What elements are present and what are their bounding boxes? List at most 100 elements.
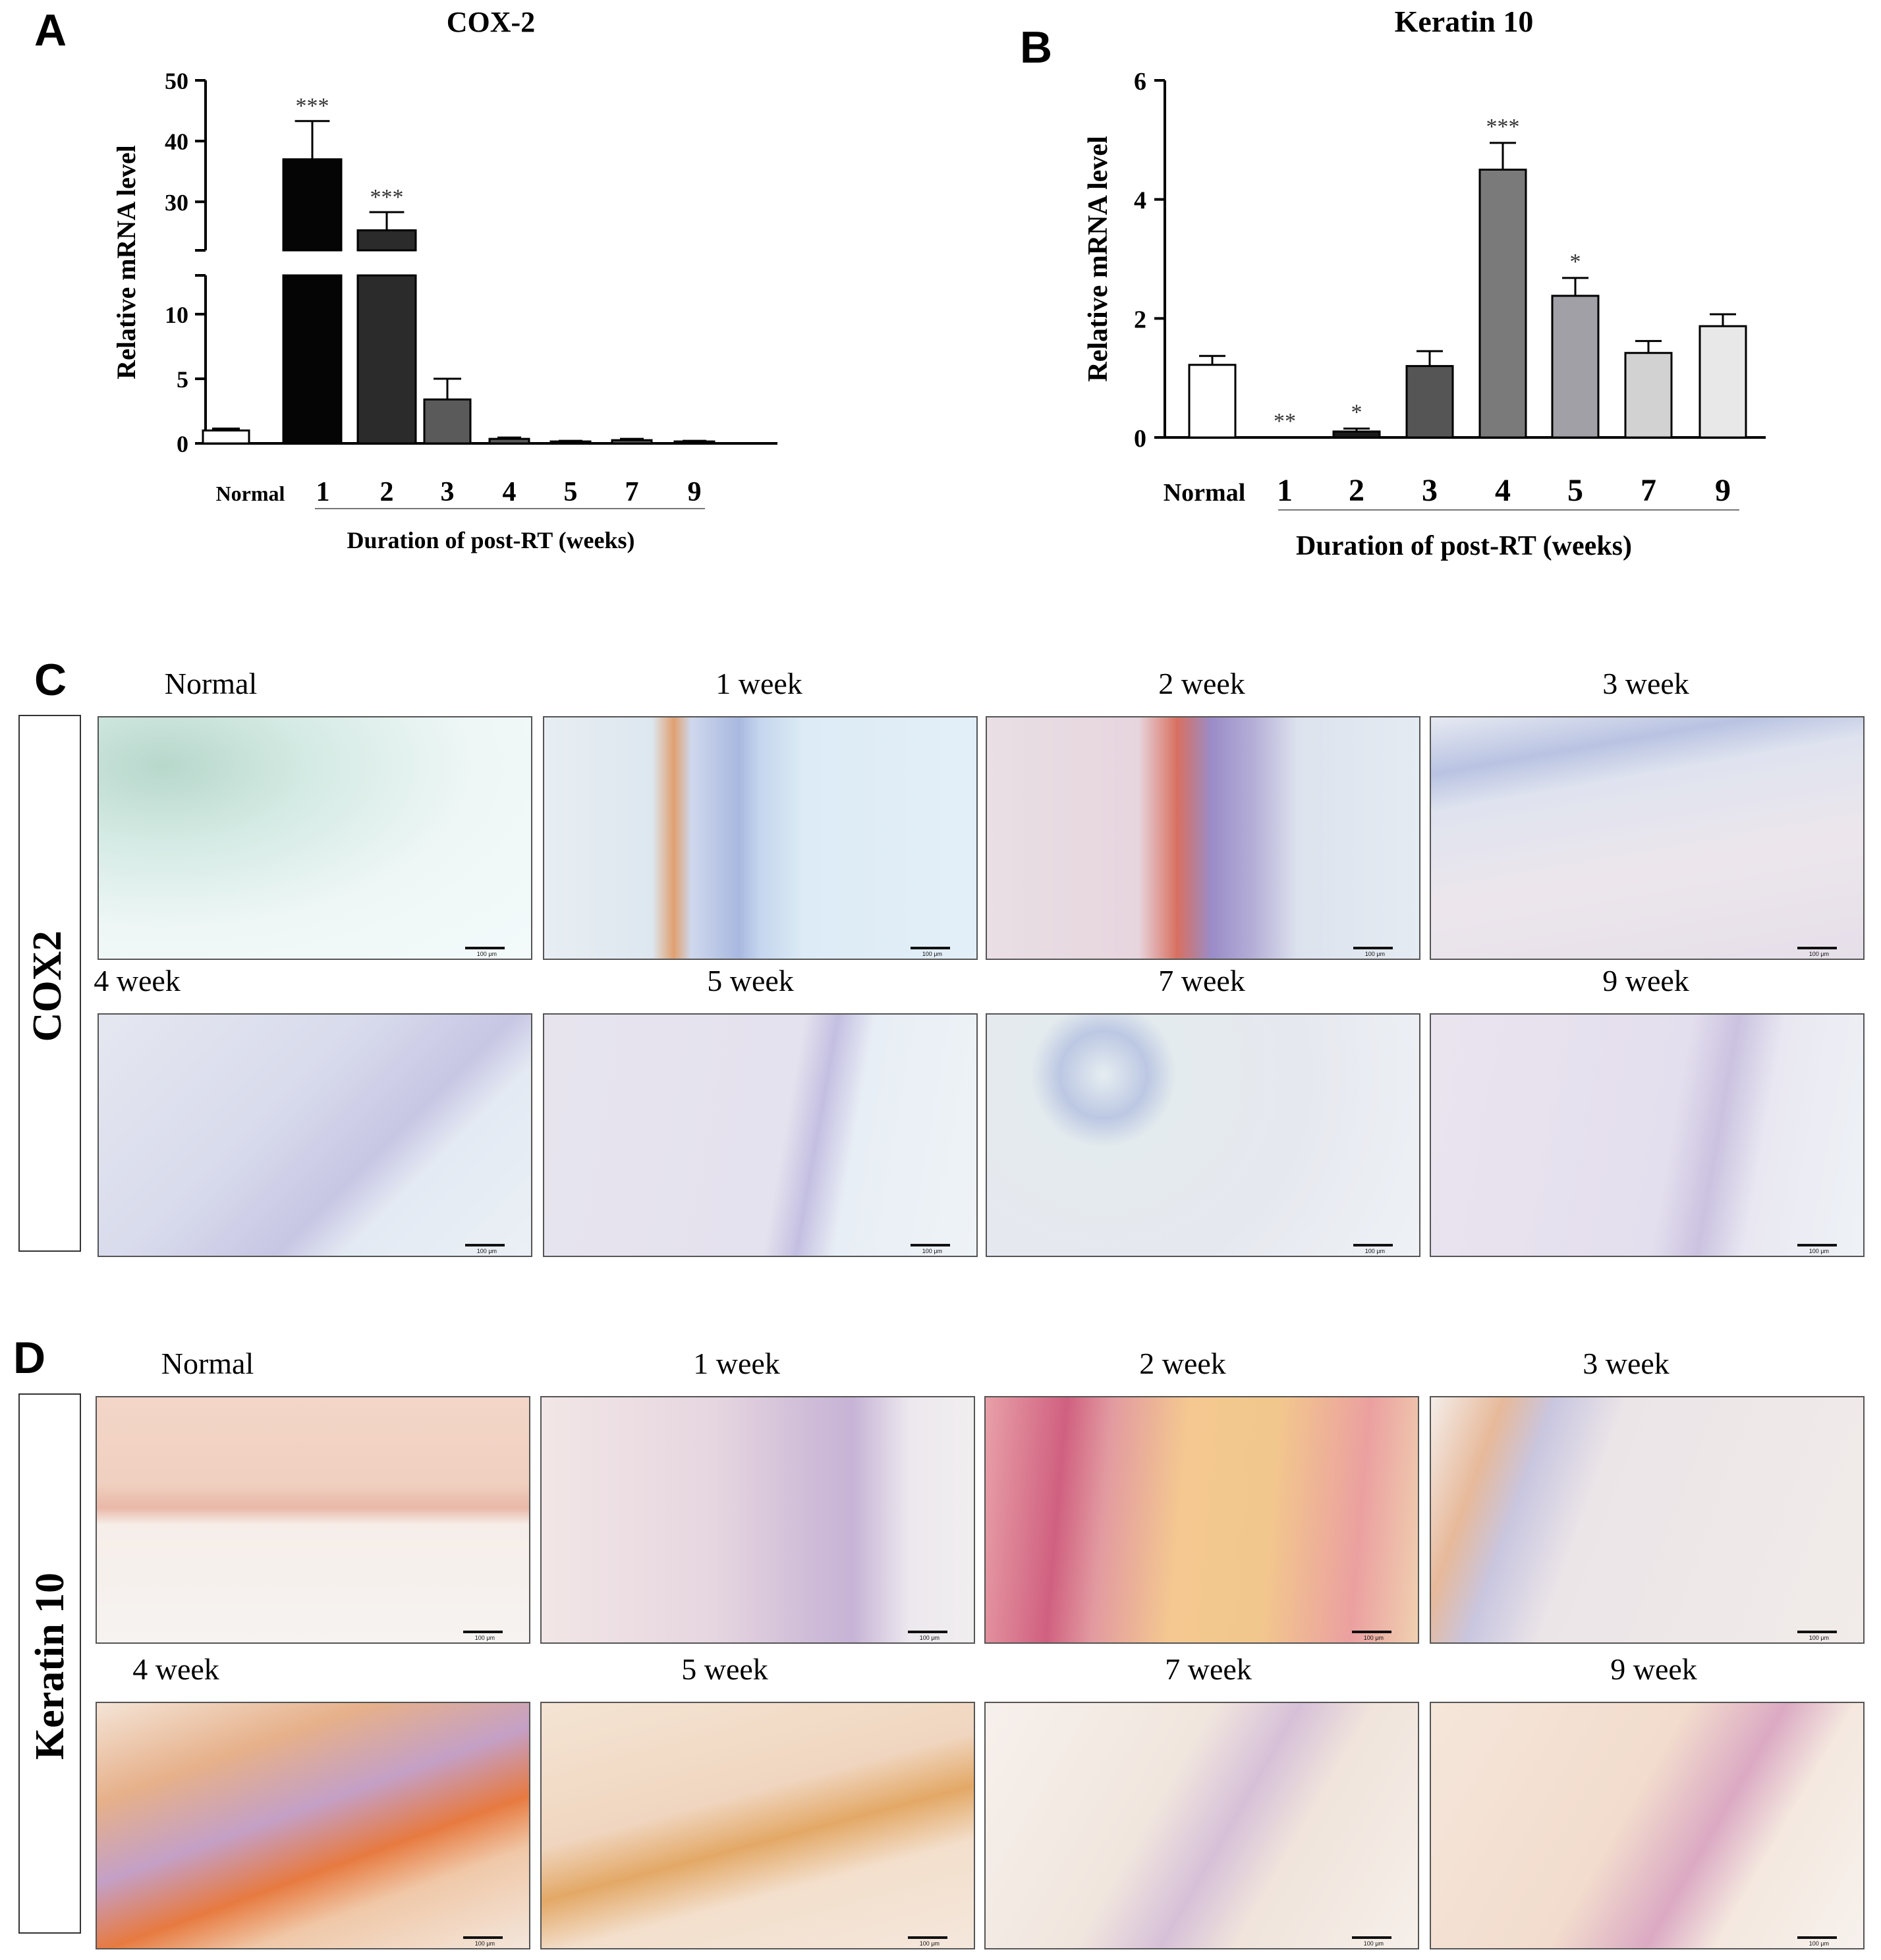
scale-bar [1352,1631,1391,1633]
scale-bar [908,1936,947,1939]
d-image-title: 2 week [1139,1347,1226,1380]
scale-bar-label: 100 μm [476,951,497,957]
keratin10-x-tick-label: 5 [1567,473,1583,508]
panel-letter-b: B [1020,22,1053,72]
cox2-x-tick-label: 4 [503,477,517,507]
cox2-x-tick-label: 1 [316,477,330,507]
keratin10-significance-label: ** [1274,409,1296,434]
panel-letter-d: D [13,1333,46,1383]
scale-bar-label: 100 μm [1364,951,1385,957]
cox2-bar [202,429,250,445]
keratin10-y-tick-label: 6 [1134,68,1146,96]
cox2-x-tick-label: 7 [625,477,639,507]
cox2-y-tick-label: 0 [177,431,188,457]
scale-bar-label: 100 μm [922,1248,942,1254]
d-micrograph: 100 μm [96,1702,530,1949]
d-micrograph: 100 μm [984,1702,1419,1949]
scale-bar [911,947,950,949]
cox2-bar [488,437,530,445]
c-image-title: 2 week [1158,667,1245,700]
scale-bar-label: 100 μm [474,1635,495,1641]
scale-bar-label: 100 μm [1809,1248,1829,1254]
d-image-title: 5 week [681,1652,768,1686]
keratin10-bar [1478,169,1527,439]
scale-bar-label: 100 μm [1363,1635,1384,1641]
keratin10-x-tick-label: 4 [1495,473,1511,508]
d-micrograph: 100 μm [984,1396,1419,1644]
scale-bar [465,1244,505,1246]
cox2-significance-label: *** [296,94,329,119]
c-image-title: 7 week [1158,964,1245,997]
cox2-y-tick-label: 10 [165,302,188,328]
keratin10-y-axis-label: Relative mRNA level [1083,136,1113,381]
keratin10-x-tick-label: 3 [1422,473,1438,508]
scale-bar-label: 100 μm [1809,951,1829,957]
scale-bar-label: 100 μm [1809,1635,1829,1641]
c-image-title: 1 week [716,667,802,700]
keratin10-significance-label: * [1351,400,1362,424]
c-micrograph: 100 μm [98,716,532,960]
keratin10-row-label-box [18,1393,81,1934]
cox2-bar [282,274,343,445]
d-micrograph: 100 μm [1430,1396,1865,1644]
c-micrograph: 100 μm [1430,716,1865,960]
keratin10-x-tick-label: Normal [1164,479,1246,507]
keratin10-y-tick-label: 4 [1134,187,1146,215]
cox2-significance-label: *** [370,185,404,210]
keratin10-significance-label: *** [1486,115,1520,139]
cox2-bar [356,274,417,445]
cox2-y-tick-label: 5 [177,366,188,393]
keratin10-y-tick-label: 2 [1134,306,1146,333]
scale-bar-label: 100 μm [476,1248,497,1254]
d-micrograph: 100 μm [540,1396,975,1644]
keratin10-bar [1332,430,1381,439]
c-micrograph: 100 μm [986,1013,1420,1257]
keratin10-significance-label: * [1570,250,1581,274]
d-image-title: 7 week [1165,1652,1252,1686]
d-image-title: 1 week [693,1347,780,1380]
c-image-title: Normal [164,667,258,700]
cox2-x-tick-label: 2 [380,477,394,507]
c-image-title: 5 week [707,964,794,997]
keratin10-chart-title: Keratin 10 [1395,5,1534,38]
cox2-x-tick-label: 9 [688,477,702,507]
c-micrograph: 100 μm [543,716,978,960]
cox2-x-tick-label: 3 [441,477,455,507]
scale-bar [1352,1936,1391,1939]
scale-bar-label: 100 μm [919,1635,940,1641]
d-image-title: 3 week [1583,1347,1670,1380]
scale-bar-label: 100 μm [1809,1940,1829,1947]
scale-bar [1353,947,1393,949]
d-micrograph: 100 μm [96,1396,530,1644]
keratin10-x-tick-label: 1 [1277,473,1293,508]
scale-bar [463,1631,503,1633]
keratin10-bar [1551,294,1600,439]
c-micrograph: 100 μm [98,1013,532,1257]
cox2-x-axis-label: Duration of post-RT (weeks) [347,527,634,553]
keratin10-x-tick-label: 2 [1349,473,1364,508]
scale-bar [1797,947,1837,949]
cox2-y-axis-label: Relative mRNA level [111,145,141,379]
d-micrograph: 100 μm [1430,1702,1865,1949]
c-micrograph: 100 μm [986,716,1420,960]
scale-bar-label: 100 μm [922,951,942,957]
c-image-title: 9 week [1602,964,1689,997]
cox2-y-tick-label: 40 [165,128,188,155]
scale-bar [1797,1631,1837,1633]
keratin10-x-tick-label: 7 [1641,473,1656,508]
cox2-bar [611,439,653,445]
cox2-y-tick-label: 30 [165,189,188,215]
scale-bar [1353,1244,1393,1246]
cox2-row-label-box [18,715,81,1252]
c-micrograph: 100 μm [1430,1013,1865,1257]
cox2-y-tick-label: 50 [165,68,188,94]
cox2-bar [673,440,716,445]
panel-letter-c: C [34,655,67,705]
c-micrograph: 100 μm [543,1013,978,1257]
cox2-bar [549,440,592,445]
keratin10-bar [1699,325,1747,439]
cox2-bar [423,398,472,445]
cox2-x-tick-label: Normal [216,482,285,505]
cox2-chart-title: COX-2 [447,6,535,38]
